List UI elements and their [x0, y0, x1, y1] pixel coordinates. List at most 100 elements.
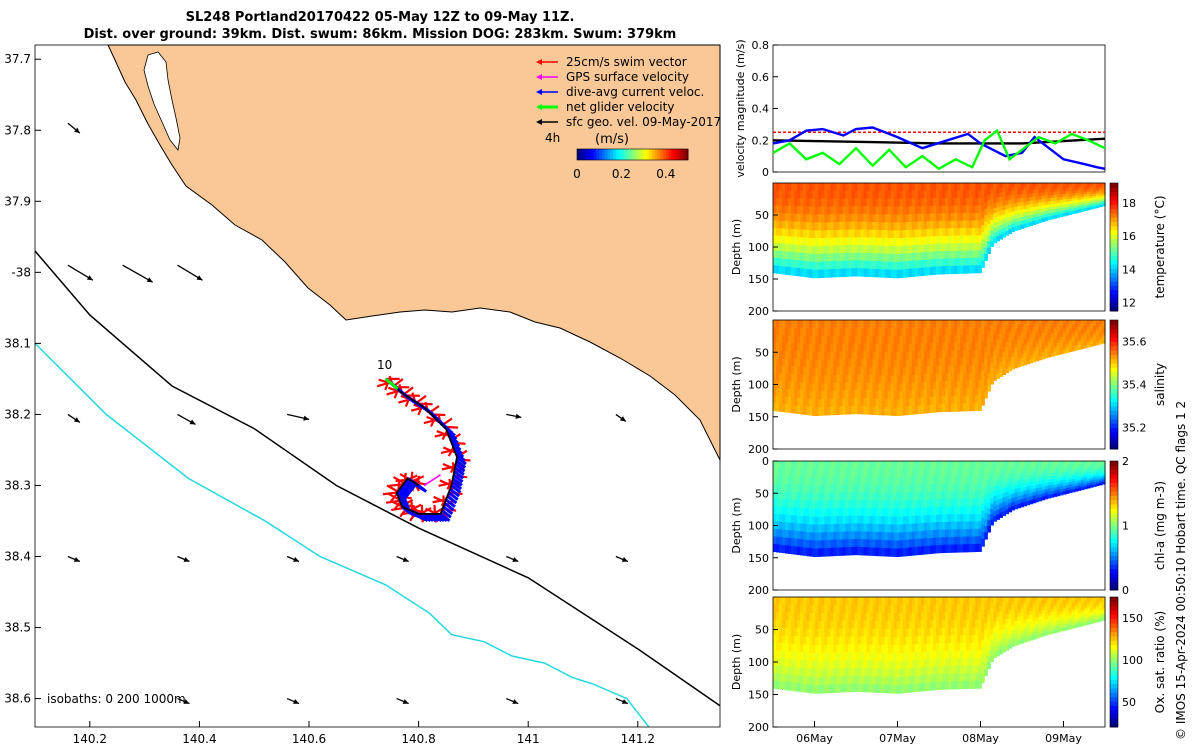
heatmap-cell: [920, 507, 925, 516]
heatmap-cell: [1044, 217, 1049, 221]
heatmap-cell: [960, 342, 964, 351]
heatmap-cell: [791, 461, 795, 470]
colorbar-segment: [660, 149, 664, 160]
heatmap-cell: [830, 320, 834, 329]
heatmap-cell: [978, 461, 982, 470]
heatmap-cell: [929, 461, 934, 470]
heatmap-cell: [969, 403, 973, 412]
heatmap-cell: [954, 521, 958, 530]
heatmap-cell: [887, 644, 892, 654]
heatmap-cell: [996, 504, 1000, 511]
heatmap-cell: [1053, 209, 1058, 213]
heatmap-cell: [1035, 474, 1040, 479]
heatmap-cell: [1044, 214, 1049, 218]
heatmap-cell: [1008, 187, 1013, 192]
heatmap-cell: [1050, 473, 1055, 477]
heatmap-cell: [1098, 468, 1103, 472]
heatmap-cell: [975, 498, 979, 507]
heatmap-cell: [1038, 474, 1043, 479]
heatmap-cell: [1083, 201, 1088, 205]
heatmap-cell: [1005, 474, 1010, 480]
map-ytick-label: -38: [11, 265, 31, 279]
heatmap-cell: [993, 330, 997, 336]
heatmap-cell: [782, 365, 786, 375]
heatmap-cell: [806, 660, 810, 670]
colorbar-segment: [682, 149, 686, 160]
heatmap-cell: [1035, 477, 1040, 482]
heatmap-cell: [842, 515, 847, 525]
heatmap-cell: [839, 660, 844, 669]
speed-colorbar: 0 0.2 0.4: [573, 148, 689, 181]
heatmap-cell: [1038, 189, 1043, 194]
heatmap-cell: [842, 374, 847, 384]
swim-vector-mark: [436, 430, 450, 437]
heatmap-cell: [1071, 486, 1076, 490]
heatmap-cell: [833, 668, 837, 677]
heatmap-cell: [890, 597, 895, 606]
heatmap-cell: [911, 507, 916, 517]
heatmap-cell: [1071, 471, 1076, 475]
heatmap-cell: [978, 320, 982, 329]
heatmap-cell: [812, 206, 816, 216]
heatmap-cell: [827, 652, 831, 662]
heatmap-cell: [824, 343, 828, 353]
heatmap-cell: [908, 539, 913, 549]
heatmap-cell: [866, 676, 871, 685]
heatmap-cell: [803, 268, 807, 278]
heatmap-cell: [800, 359, 804, 368]
heatmap-cell: [788, 514, 792, 524]
heatmap-cell: [972, 250, 976, 259]
heatmap-cell: [948, 396, 952, 405]
heatmap-cell: [914, 198, 919, 207]
heatmap-cell: [902, 604, 907, 614]
heatmap-cell: [875, 261, 880, 270]
heatmap-cell: [932, 205, 937, 215]
heatmap-cell: [1020, 350, 1025, 355]
heatmap-cell: [981, 197, 985, 205]
heatmap-cell: [794, 675, 798, 684]
heatmap-cell: [929, 198, 934, 207]
heatmap-cell: [1038, 323, 1043, 328]
heatmap-cell: [788, 651, 792, 660]
heatmap-cell: [1014, 504, 1019, 510]
heatmap-cell: [782, 350, 786, 359]
heatmap-cell: [948, 266, 952, 275]
heatmap-cell: [966, 342, 970, 351]
heatmap-cell: [776, 680, 780, 690]
heatmap-cell: [1053, 206, 1058, 210]
heatmap-cell: [866, 335, 871, 345]
heatmap-cell: [1008, 469, 1013, 475]
heatmap-cell: [1077, 485, 1082, 489]
heatmap-cell: [875, 628, 880, 638]
heatmap-cell: [881, 269, 886, 278]
heatmap-cell: [830, 531, 834, 541]
heatmap-cell: [1005, 230, 1010, 236]
heatmap-cell: [960, 213, 964, 222]
heatmap-cell: [1032, 495, 1037, 500]
heatmap-cell: [908, 461, 913, 470]
heatmap-cell: [935, 514, 940, 523]
heatmap-cell: [1062, 185, 1067, 190]
heatmap-cell: [830, 390, 834, 400]
heatmap-cell: [788, 620, 792, 629]
heatmap-cell: [969, 265, 973, 274]
heatmap-cell: [1014, 476, 1019, 482]
heatmap-cell: [878, 547, 883, 557]
heatmap-cell: [863, 198, 868, 207]
heatmap-cell: [896, 597, 901, 606]
heatmap-cell: [954, 395, 958, 405]
heatmap-cell: [1038, 212, 1043, 217]
heatmap-cell: [1017, 354, 1022, 360]
heatmap-cell: [939, 205, 943, 214]
heatmap-cell: [945, 350, 949, 359]
heatmap-cell: [881, 183, 886, 192]
heatmap-cell: [1092, 330, 1097, 334]
heatmap-cell: [869, 461, 874, 470]
heatmap-cell: [1071, 468, 1076, 472]
dive-avg-vector-mark: [451, 477, 463, 487]
heatmap-cell: [1092, 463, 1097, 466]
heatmap-cell: [890, 476, 895, 486]
heatmap-cell: [893, 246, 898, 255]
heatmap-cell: [1080, 324, 1085, 328]
heatmap-cell: [833, 183, 837, 192]
